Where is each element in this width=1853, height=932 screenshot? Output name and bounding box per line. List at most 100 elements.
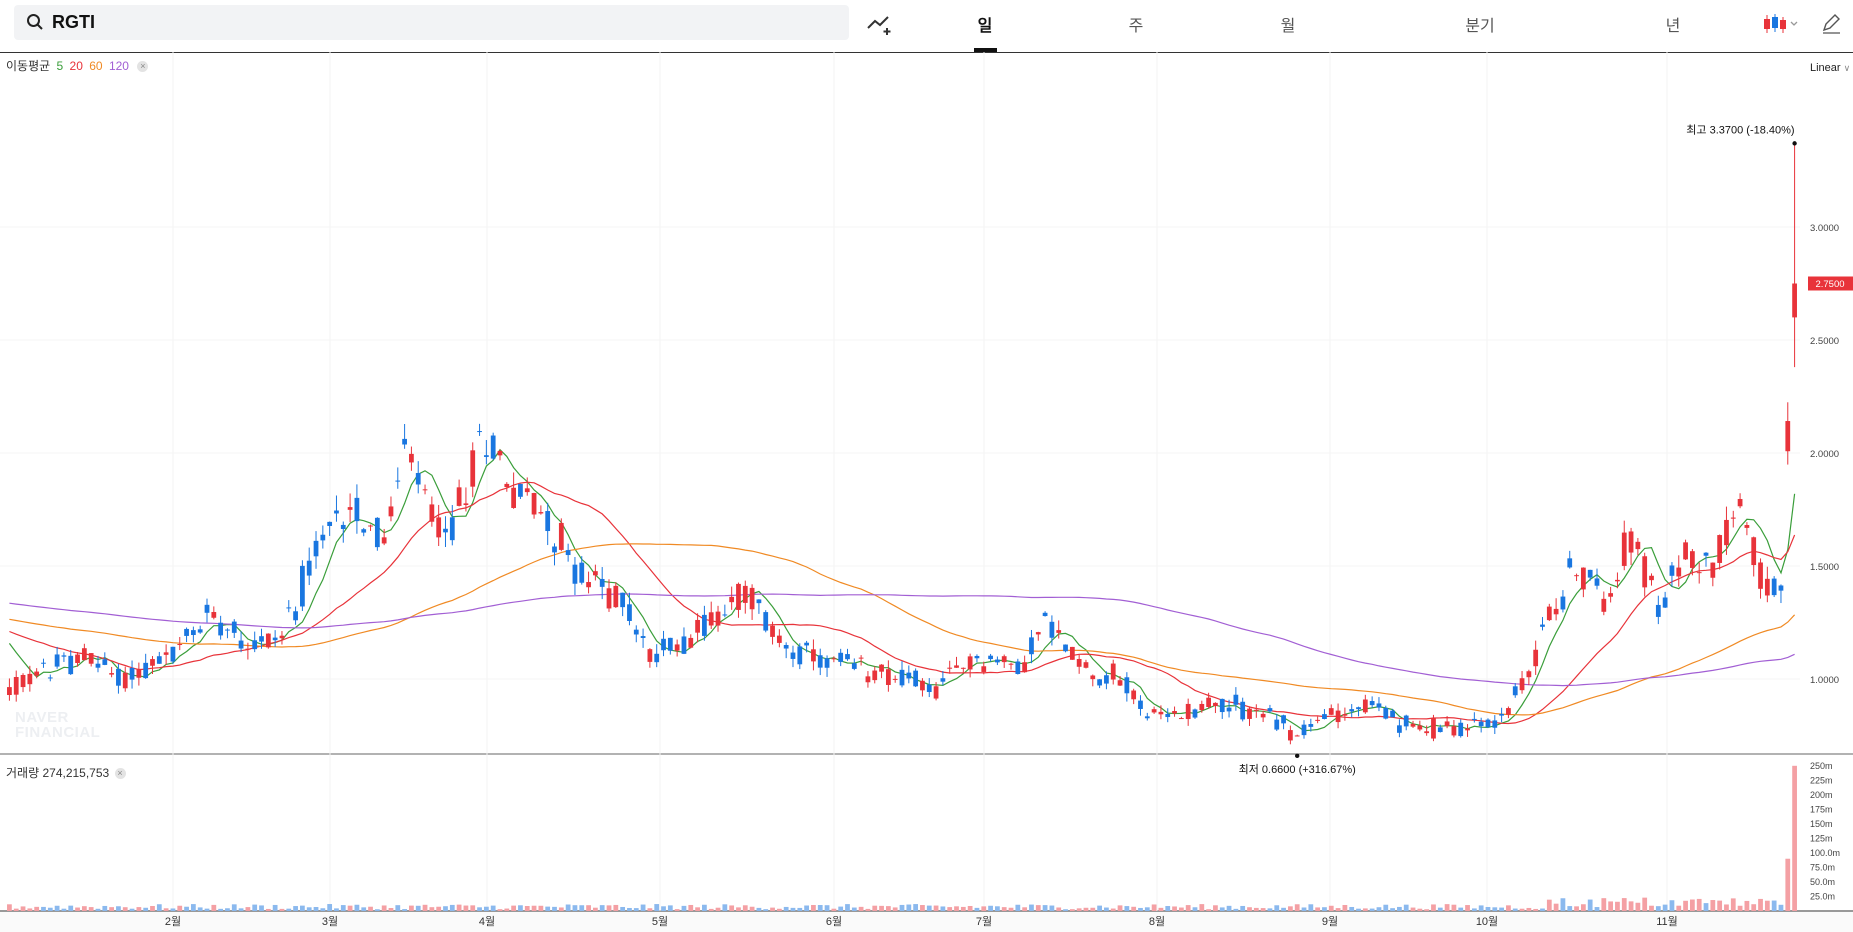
volume-bar (1567, 906, 1573, 911)
volume-bar (1342, 904, 1348, 911)
volume-bar (511, 905, 517, 911)
candle-body (1628, 531, 1634, 553)
volume-bar (1724, 904, 1729, 911)
candle-body (218, 622, 224, 636)
candle-body (334, 510, 339, 514)
price-tick-label: 1.5000 (1810, 562, 1839, 573)
candle-body (190, 630, 196, 636)
volume-bar (1267, 908, 1273, 911)
volume-bar (449, 904, 455, 911)
volume-bar (885, 906, 891, 911)
symbol-search[interactable] (14, 5, 849, 40)
volume-bar (749, 906, 755, 911)
volume-bar (1063, 909, 1068, 911)
candle-body (763, 612, 769, 631)
volume-bar (1642, 897, 1648, 911)
volume-bar (1322, 907, 1327, 911)
volume-tick-label: 225m (1810, 775, 1833, 785)
volume-bar (599, 905, 605, 911)
candle-body (1328, 708, 1334, 715)
volume-bar (197, 907, 203, 911)
candle-body (102, 659, 108, 665)
volume-label: 거래량 (6, 766, 40, 780)
candle-body (1383, 707, 1389, 719)
candle-body (443, 528, 448, 533)
price-tick-label: 1.0000 (1810, 675, 1839, 686)
search-icon[interactable] (26, 13, 44, 36)
candle-body (225, 629, 230, 631)
candle-body (1301, 724, 1307, 736)
candle-body (1771, 578, 1777, 596)
volume-bar (702, 904, 707, 911)
price-tick-label: 2.0000 (1810, 449, 1839, 460)
tab-month[interactable]: 월 (1280, 18, 1296, 35)
candle-body (1144, 716, 1150, 719)
volume-bar (265, 908, 271, 911)
volume-bar (1662, 904, 1668, 911)
tab-week[interactable]: 주 (1128, 18, 1144, 35)
volume-bar (627, 907, 632, 911)
candle-body (1219, 698, 1225, 713)
volume-bar (470, 905, 476, 911)
trend-line-add-icon[interactable] (866, 12, 894, 36)
search-input[interactable] (52, 5, 812, 40)
volume-bar (1649, 905, 1654, 911)
candle-body (620, 592, 626, 608)
candle-body (1376, 703, 1382, 708)
candle-body (1615, 579, 1620, 582)
close-icon[interactable]: × (137, 61, 149, 73)
candle-body (558, 522, 564, 550)
volume-bar (613, 904, 619, 911)
volume-bar (1158, 907, 1164, 911)
volume-bar (1178, 907, 1184, 911)
volume-bar (1553, 903, 1559, 911)
volume-bar (116, 906, 121, 911)
candle-body (1710, 562, 1716, 578)
candle-body (163, 652, 169, 655)
candle-body (88, 653, 94, 664)
volume-bar (1655, 906, 1661, 911)
candle-body (817, 655, 823, 668)
volume-bar (1281, 907, 1286, 911)
volume-bar (1526, 907, 1532, 911)
volume-bar (640, 904, 646, 911)
volume-bar (477, 907, 482, 911)
candle-body (1110, 663, 1116, 680)
pencil-icon[interactable] (1820, 12, 1842, 36)
candle-body (75, 654, 80, 664)
candle-body (54, 654, 60, 667)
candle-body (429, 504, 435, 522)
candle-body (681, 636, 687, 654)
volume-bar (300, 905, 305, 911)
tab-day[interactable]: 일 (977, 18, 993, 35)
tab-year[interactable]: 년 (1665, 18, 1681, 35)
volume-bar (790, 907, 796, 911)
candle-body (1533, 649, 1539, 667)
candlestick-icon[interactable] (1762, 12, 1800, 36)
volume-bar (334, 908, 339, 911)
close-icon[interactable]: × (114, 768, 126, 780)
volume-bar (988, 905, 993, 911)
candle-body (41, 662, 46, 664)
ma-legend-label: 이동평균 (6, 59, 51, 73)
candle-body (770, 625, 775, 637)
candle-body (1703, 552, 1709, 556)
candle-body (47, 677, 53, 679)
volume-bar (136, 907, 142, 911)
volume-bar (245, 907, 251, 911)
candle-body (776, 635, 782, 643)
candle-body (1199, 703, 1205, 711)
volume-bar (920, 905, 925, 911)
tab-quarter[interactable]: 분기 (1465, 18, 1495, 35)
candle-body (1424, 731, 1430, 734)
candle-body (1397, 725, 1402, 733)
volume-bar (1465, 905, 1470, 911)
volume-bar (1328, 905, 1334, 911)
candle-body (599, 578, 605, 587)
candle-body (1260, 713, 1266, 718)
scale-mode-select[interactable]: Linear ∨ (1810, 62, 1850, 74)
candle-body (1069, 646, 1075, 660)
candle-body (524, 488, 530, 493)
candle-body (436, 517, 442, 538)
